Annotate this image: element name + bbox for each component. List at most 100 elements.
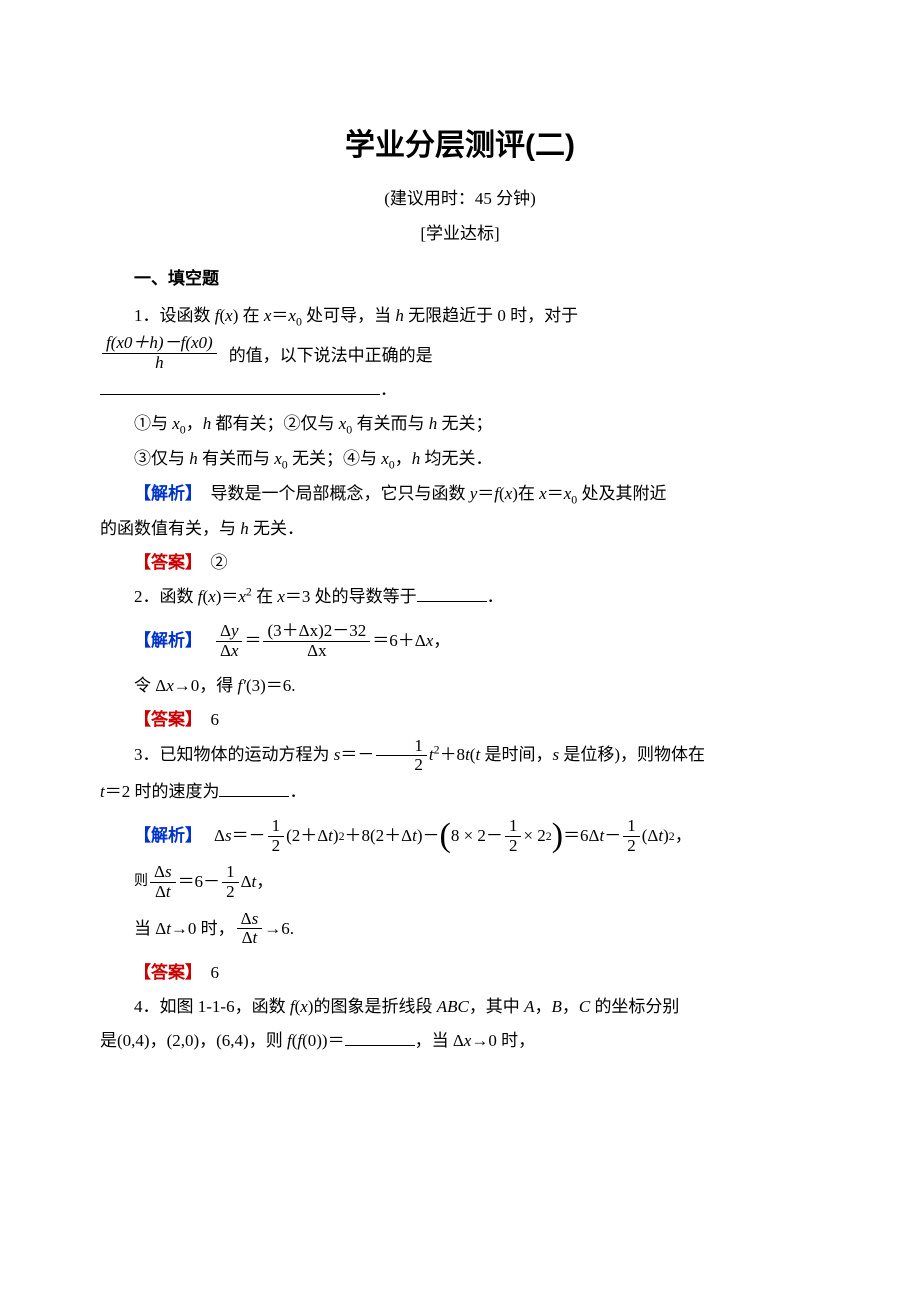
text: Δ [214,826,225,846]
den: 2 [222,883,239,902]
text: ，其中 [469,997,524,1016]
text: 有关而与 [198,449,275,468]
text: )＝ [216,587,239,606]
text: ， [433,631,450,651]
text: 令 Δ [134,676,166,695]
fraction-numerator: f(x0＋h)－f(x0) [102,334,217,354]
q3-solution-line3: 当 Δt→0 时， Δs Δt →6. [134,910,820,948]
text: (3)＝6. [246,676,296,695]
q3-stem-line2: t＝2 时的速度为． [100,775,820,809]
q4-stem-line1: 4．如图 1-1-6，函数 f(x)的图象是折线段 ABC，其中 A，B，C 的… [100,990,820,1024]
text: ， [675,826,692,846]
text: x [300,997,308,1016]
text: ③仅与 [134,449,189,468]
text: 无关． [249,519,304,538]
page-container: 学业分层测评(二) (建议用时：45 分钟) [学业达标] 一、填空题 1．设函… [0,0,920,1302]
answer-value: ② [194,553,228,572]
text: ， [562,997,579,1016]
text: (2＋Δ [286,826,328,846]
text: 在 [252,587,278,606]
q2-answer: 【答案】 6 [100,703,820,737]
den: 2 [268,837,285,856]
text: ＝ [477,484,494,503]
q1-options-line1: ①与 x0，h 都有关；②仅与 x0 有关而与 h 无关； [100,407,820,442]
num: 1 [376,737,427,757]
text: x [208,587,216,606]
text: (Δ [642,826,659,846]
text: ＝ [271,306,288,325]
text: →0，得 [174,676,238,695]
text: ①与 [134,414,172,433]
text: ＝ [244,631,261,651]
text: 8 × 2－ [451,826,503,846]
doc-subtitle: (建议用时：45 分钟) [100,184,820,209]
text: A [524,997,534,1016]
den: Δx [216,642,242,661]
text: ＋8 [440,745,466,764]
fraction-denominator: h [151,354,168,373]
text: x [238,587,246,606]
text: ，当 Δ [415,1031,464,1050]
text: 1．设函数 [134,306,215,325]
text: Δ [241,872,252,892]
answer-label: 【答案】 [134,553,194,572]
text: ABC [437,997,469,1016]
answer-label: 【答案】 [134,710,194,729]
text: － [604,826,621,846]
q1-stem-line1: 1．设函数 f(x) 在 x＝x0 处可导，当 h 无限趋近于 0 时，对于 [100,299,820,334]
blank [417,584,487,602]
blank [100,377,380,395]
text: x [166,676,174,695]
text: 处及其附近 [577,484,666,503]
text: (0))＝ [302,1031,344,1050]
text: 无关；④与 [288,449,382,468]
text: s [225,826,232,846]
den: 2 [623,837,640,856]
text: 2．函数 [134,587,198,606]
num: Δs [150,863,176,883]
text: ＋8(2＋Δ [345,826,413,846]
text: h [412,449,421,468]
den: Δx [303,642,330,661]
text: x [225,306,233,325]
text: ， [395,449,412,468]
fraction: 12 [505,817,522,855]
answer-label: 【答案】 [134,963,194,982]
text: h [240,519,249,538]
fraction: Δs Δt [150,863,176,901]
fraction: Δs Δt [237,910,263,948]
text: →0 时， [171,919,235,939]
text: 当 Δ [134,919,166,939]
fraction: Δy Δx [216,622,242,660]
text: 无限趋近于 0 时，对于 [404,306,578,325]
solution-label: 【解析】 [134,631,202,651]
text: 是位移)，则物体在 [559,745,705,764]
heading-fill-blank: 一、填空题 [100,264,820,289]
section-tag: [学业达标] [100,219,820,244]
text: 导数是一个局部概念，它只与函数 [194,484,470,503]
q3-solution-line1: 【解析】 Δs＝－ 12 (2＋Δt)2 ＋8(2＋Δt)－ ( 8 × 2－ … [134,817,820,855]
text: h [395,306,404,325]
den: Δt [151,883,175,902]
q3-answer: 【答案】 6 [100,956,820,990]
solution-label: 【解析】 [134,826,202,846]
q1-options-line2: ③仅与 h 有关而与 x0 无关；④与 x0，h 均无关． [100,442,820,477]
text: 的值，以下说法中正确的是 [229,341,433,366]
den: 2 [505,837,522,856]
q1-fraction: f(x0＋h)－f(x0) h [102,334,217,372]
q3-stem-line1: 3．已知物体的运动方程为 s＝－12t2＋8t(t 是时间，s 是位移)，则物体… [100,737,820,775]
text: →6. [264,919,294,939]
num: 1 [222,863,239,883]
text: f′ [237,676,245,695]
answer-value: 6 [194,710,220,729]
text: x [539,484,547,503]
text: 的坐标分别 [590,997,679,1016]
text: B [551,997,561,1016]
den: 2 [376,756,427,775]
text: ＝6Δ [563,826,599,846]
num: (3＋Δx)2－32 [263,622,370,642]
num: 1 [505,817,522,837]
text: ， [256,872,273,892]
text: x [277,587,285,606]
q1-solution-line1: 【解析】 导数是一个局部概念，它只与函数 y＝f(x)在 x＝x0 处及其附近 [100,477,820,512]
